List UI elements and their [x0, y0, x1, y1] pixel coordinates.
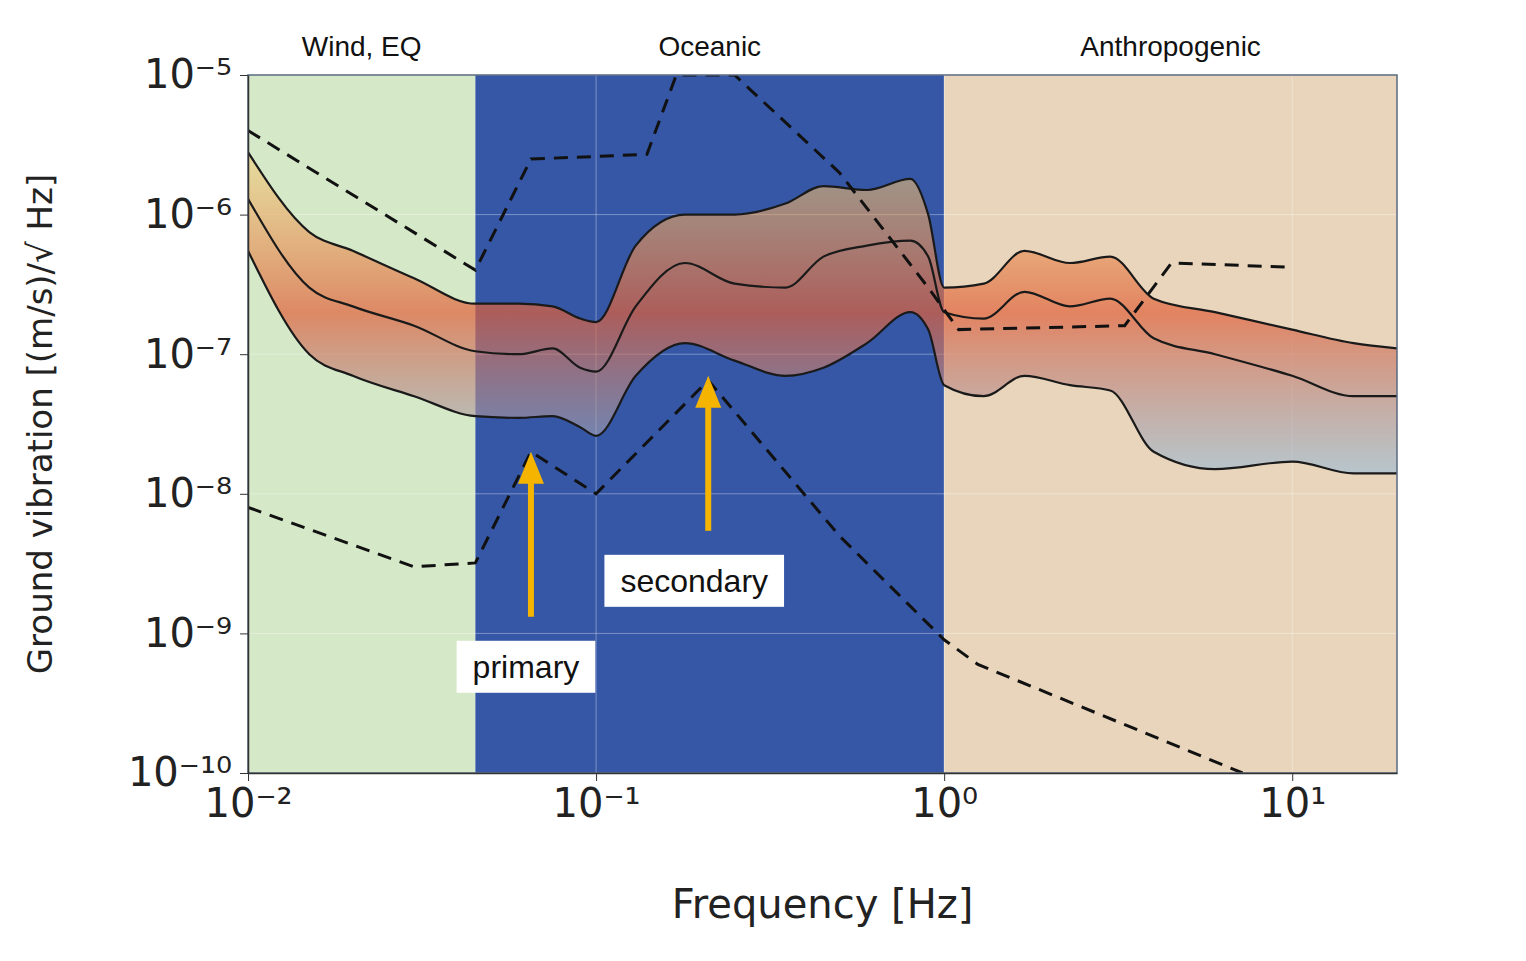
y-axis-line — [248, 76, 250, 774]
annotation: primary — [457, 452, 596, 693]
grid — [248, 75, 1397, 773]
annotation-label: primary — [473, 649, 580, 685]
annotation-label-box — [604, 555, 784, 607]
y-axis-title: Ground vibration [(m/s)/√ Hz] — [20, 174, 60, 674]
y-tick-label: 10⁻⁶ — [144, 191, 232, 237]
grid-line-y — [248, 493, 1397, 494]
y-tick-mark — [240, 773, 248, 774]
y-axis: 10⁻¹⁰ 10⁻⁹ 10⁻⁸ 10⁻⁷ 10⁻⁶ 10⁻⁵ — [128, 51, 249, 795]
y-tick-mark — [240, 633, 248, 634]
x-tick-label: 10⁰ — [911, 780, 978, 826]
annotation: secondary — [604, 376, 784, 607]
y-tick-label: 10⁻¹⁰ — [128, 749, 232, 795]
y-tick: 10⁻⁷ — [144, 331, 248, 377]
percentile-line — [248, 251, 1397, 474]
y-tick-label: 10⁻⁷ — [144, 331, 232, 377]
y-tick-label: 10⁻⁸ — [144, 470, 232, 516]
region-label: Anthropogenic — [1080, 31, 1261, 62]
annotation-label-box — [457, 641, 596, 693]
region-background — [248, 75, 475, 773]
y-tick-mark — [240, 494, 248, 495]
y-tick-mark — [240, 215, 248, 216]
x-tick-label: 10⁻¹ — [553, 780, 641, 826]
annotation-arrow-shaft — [705, 404, 711, 531]
y-tick: 10⁻⁹ — [144, 610, 248, 656]
x-tick: 10⁰ — [911, 773, 978, 826]
plot-frame — [248, 75, 1397, 773]
percentile-line — [248, 152, 1397, 348]
annotation-arrow-head — [695, 376, 721, 408]
y-tick: 10⁻⁵ — [144, 51, 248, 97]
y-tick: 10⁻⁶ — [144, 191, 248, 237]
region-label: Oceanic — [658, 31, 761, 62]
x-tick: 10⁻¹ — [553, 773, 641, 826]
chart: 10⁻²10⁻¹10⁰10¹10⁻¹⁰10⁻⁹10⁻⁸10⁻⁷10⁻⁶10⁻⁵F… — [0, 0, 1526, 961]
x-axis-line — [249, 773, 1398, 775]
grid-line-y — [248, 633, 1397, 634]
region-label: Wind, EQ — [302, 31, 422, 62]
x-axis: 10⁻²10⁻¹10⁰10¹ — [204, 773, 1397, 826]
grid-line-x — [944, 75, 945, 773]
grid-line-x — [248, 75, 249, 773]
annotation-arrow-head — [518, 452, 544, 484]
annotation-label: secondary — [620, 563, 768, 599]
x-tick: 10¹ — [1259, 773, 1326, 826]
model-line — [248, 380, 1243, 773]
x-tick-label: 10¹ — [1259, 780, 1326, 826]
percentile-band — [248, 152, 1397, 473]
annotations: primary secondary — [457, 376, 784, 693]
percentile-line — [248, 199, 1397, 397]
y-tick: 10⁻¹⁰ — [128, 749, 248, 795]
y-tick-mark — [240, 75, 248, 76]
x-axis-title: Frequency [Hz] — [672, 881, 974, 927]
y-tick-mark — [240, 354, 248, 355]
y-tick-label: 10⁻⁹ — [144, 610, 232, 656]
annotation-arrow-shaft — [528, 480, 534, 617]
model-line — [248, 75, 1292, 330]
plot-area — [248, 75, 1397, 773]
y-tick: 10⁻⁸ — [144, 470, 248, 516]
y-tick-label: 10⁻⁵ — [144, 51, 232, 97]
